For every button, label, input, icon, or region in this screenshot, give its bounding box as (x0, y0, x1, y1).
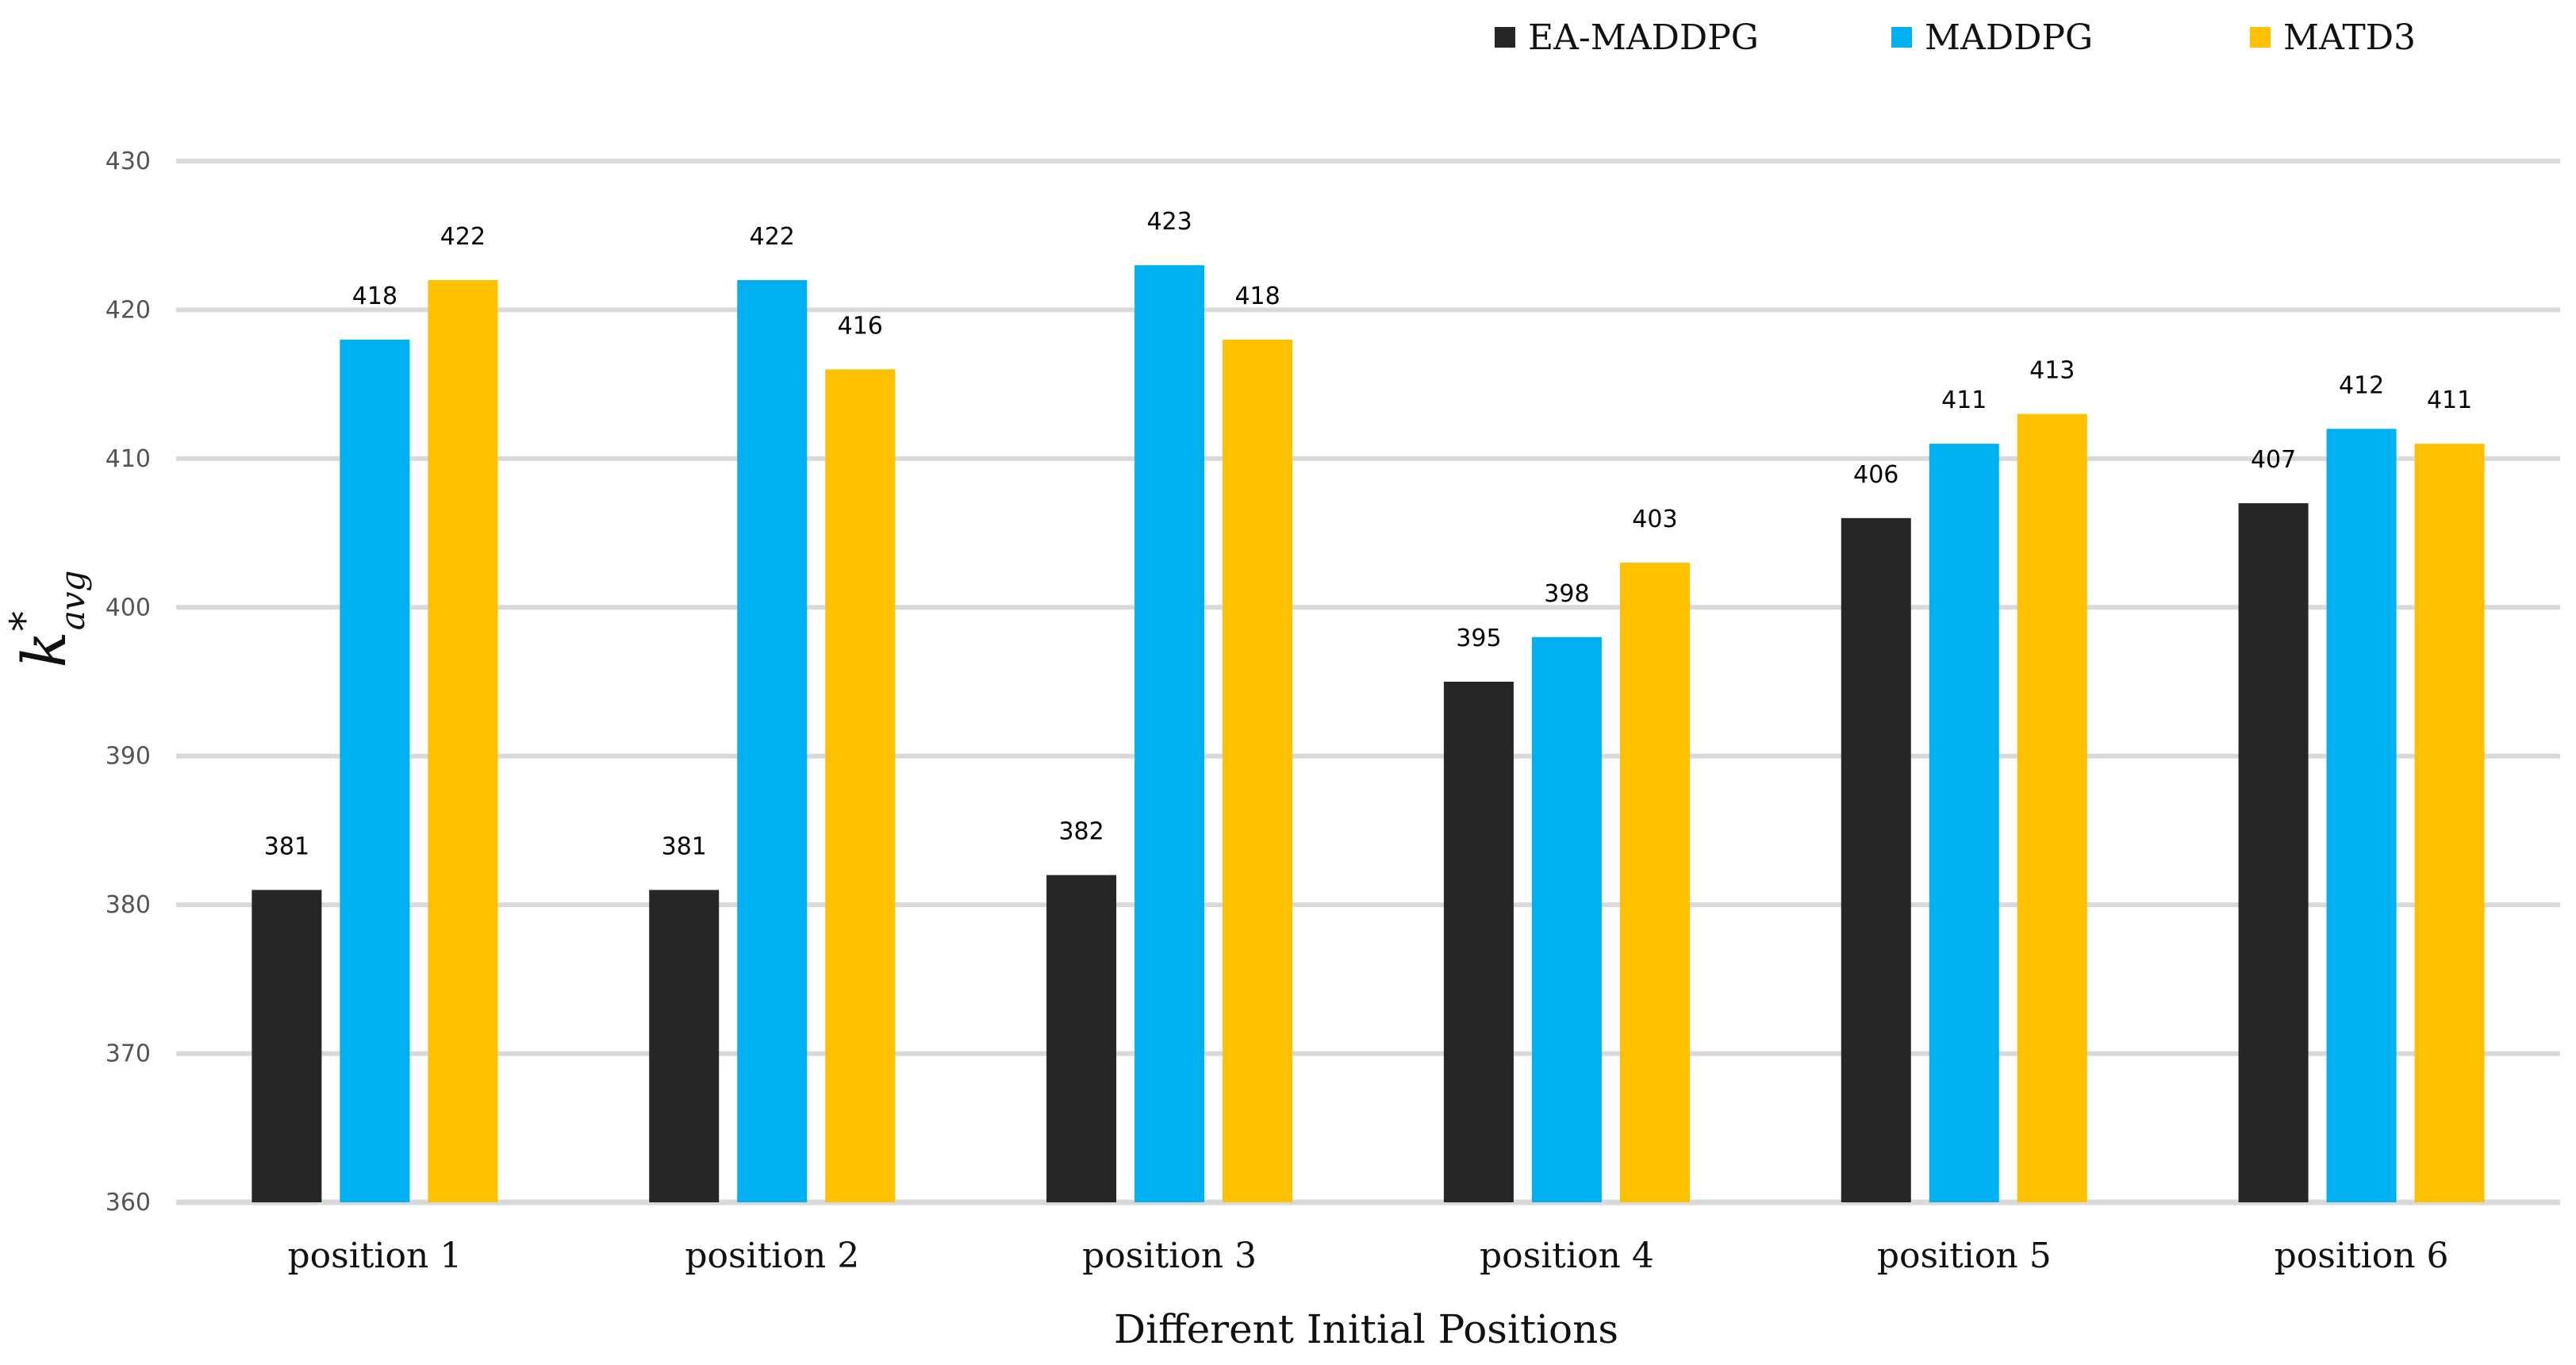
legend-swatch-matd3 (2250, 27, 2271, 48)
bar-matd3-position-3 (1223, 339, 1293, 1202)
bar-maddpg-position-6 (2326, 429, 2397, 1202)
data-label-ea-maddpg-position-4: 395 (1456, 625, 1501, 652)
x-tick-label-position-5: position 5 (1877, 1236, 2052, 1276)
data-label-matd3-position-6: 411 (2427, 386, 2472, 414)
svg-text:k*avg: k* avg (2, 571, 92, 668)
x-axis-title: Different Initial Positions (1114, 1306, 1618, 1352)
legend-label-maddpg: MADDPG (1925, 17, 2093, 58)
bar-ea-maddpg-position-6 (2238, 503, 2309, 1202)
legend: EA-MADDPG MADDPG MATD3 (1495, 17, 2416, 58)
y-tick-label-400: 400 (106, 594, 151, 621)
data-labels: 381 418 422 381 422 416 382 423 418 395 398 403 406 4… (264, 208, 2472, 860)
y-axis-ticks: 360 370 380 390 400 410 420 430 (106, 148, 151, 1217)
gridlines (176, 159, 2560, 1205)
data-label-ea-maddpg-position-3: 382 (1058, 818, 1104, 846)
y-axis-title-base: k (9, 631, 79, 667)
bar-ea-maddpg-position-3 (1046, 875, 1117, 1202)
bar-maddpg-position-5 (1929, 444, 1999, 1202)
legend-swatch-maddpg (1891, 27, 1912, 48)
x-axis-categories: position 1 position 2 position 3 position 4… (287, 1236, 2448, 1276)
y-tick-label-420: 420 (106, 296, 151, 324)
data-label-maddpg-position-6: 412 (2339, 371, 2384, 399)
bar-matd3-position-4 (1619, 563, 1690, 1202)
y-tick-label-410: 410 (106, 445, 151, 473)
y-tick-label-430: 430 (106, 148, 151, 175)
x-tick-label-position-4: position 4 (1480, 1236, 1654, 1276)
x-tick-label-position-6: position 6 (2275, 1236, 2449, 1276)
legend-label-ea-maddpg: EA-MADDPG (1528, 17, 1759, 58)
data-label-ea-maddpg-position-5: 406 (1853, 461, 1898, 489)
data-label-maddpg-position-5: 411 (1941, 386, 1987, 414)
y-axis-title-sup: * (2, 611, 48, 631)
bar-maddpg-position-3 (1134, 265, 1205, 1203)
x-tick-label-position-2: position 2 (685, 1236, 859, 1276)
y-axis-title: k* avg (2, 571, 92, 668)
data-label-ea-maddpg-position-2: 381 (662, 832, 707, 860)
x-tick-label-position-3: position 3 (1082, 1236, 1257, 1276)
data-label-matd3-position-3: 418 (1234, 283, 1280, 310)
data-label-maddpg-position-2: 422 (750, 223, 795, 251)
bar-maddpg-position-4 (1531, 636, 1602, 1202)
legend-swatch-ea-maddpg (1495, 27, 1515, 48)
data-label-ea-maddpg-position-1: 381 (264, 832, 309, 860)
data-label-matd3-position-4: 403 (1632, 506, 1677, 533)
x-tick-label-position-1: position 1 (287, 1236, 462, 1276)
bar-ea-maddpg-position-4 (1443, 682, 1514, 1202)
data-label-maddpg-position-3: 423 (1146, 208, 1192, 236)
bar-ea-maddpg-position-2 (649, 890, 720, 1202)
y-tick-label-370: 370 (106, 1040, 151, 1068)
data-label-ea-maddpg-position-6: 407 (2251, 446, 2296, 474)
data-label-maddpg-position-4: 398 (1544, 580, 1589, 608)
bar-ea-maddpg-position-5 (1841, 517, 1911, 1202)
data-label-matd3-position-2: 416 (838, 312, 883, 340)
bar-maddpg-position-1 (340, 339, 410, 1202)
bar-ea-maddpg-position-1 (251, 890, 322, 1202)
y-tick-label-380: 380 (106, 891, 151, 919)
bar-matd3-position-5 (2017, 413, 2087, 1202)
y-axis-title-sub: avg (53, 571, 92, 631)
bar-maddpg-position-2 (737, 279, 808, 1202)
data-label-matd3-position-1: 422 (440, 223, 486, 251)
data-label-maddpg-position-1: 418 (352, 283, 397, 310)
data-label-matd3-position-5: 413 (2029, 357, 2075, 385)
bar-matd3-position-6 (2414, 444, 2485, 1202)
bar-matd3-position-2 (825, 369, 896, 1202)
bars (251, 265, 2485, 1203)
bar-matd3-position-1 (428, 279, 498, 1202)
y-tick-label-360: 360 (106, 1189, 151, 1217)
legend-label-matd3: MATD3 (2283, 17, 2416, 58)
y-tick-label-390: 390 (106, 743, 151, 771)
